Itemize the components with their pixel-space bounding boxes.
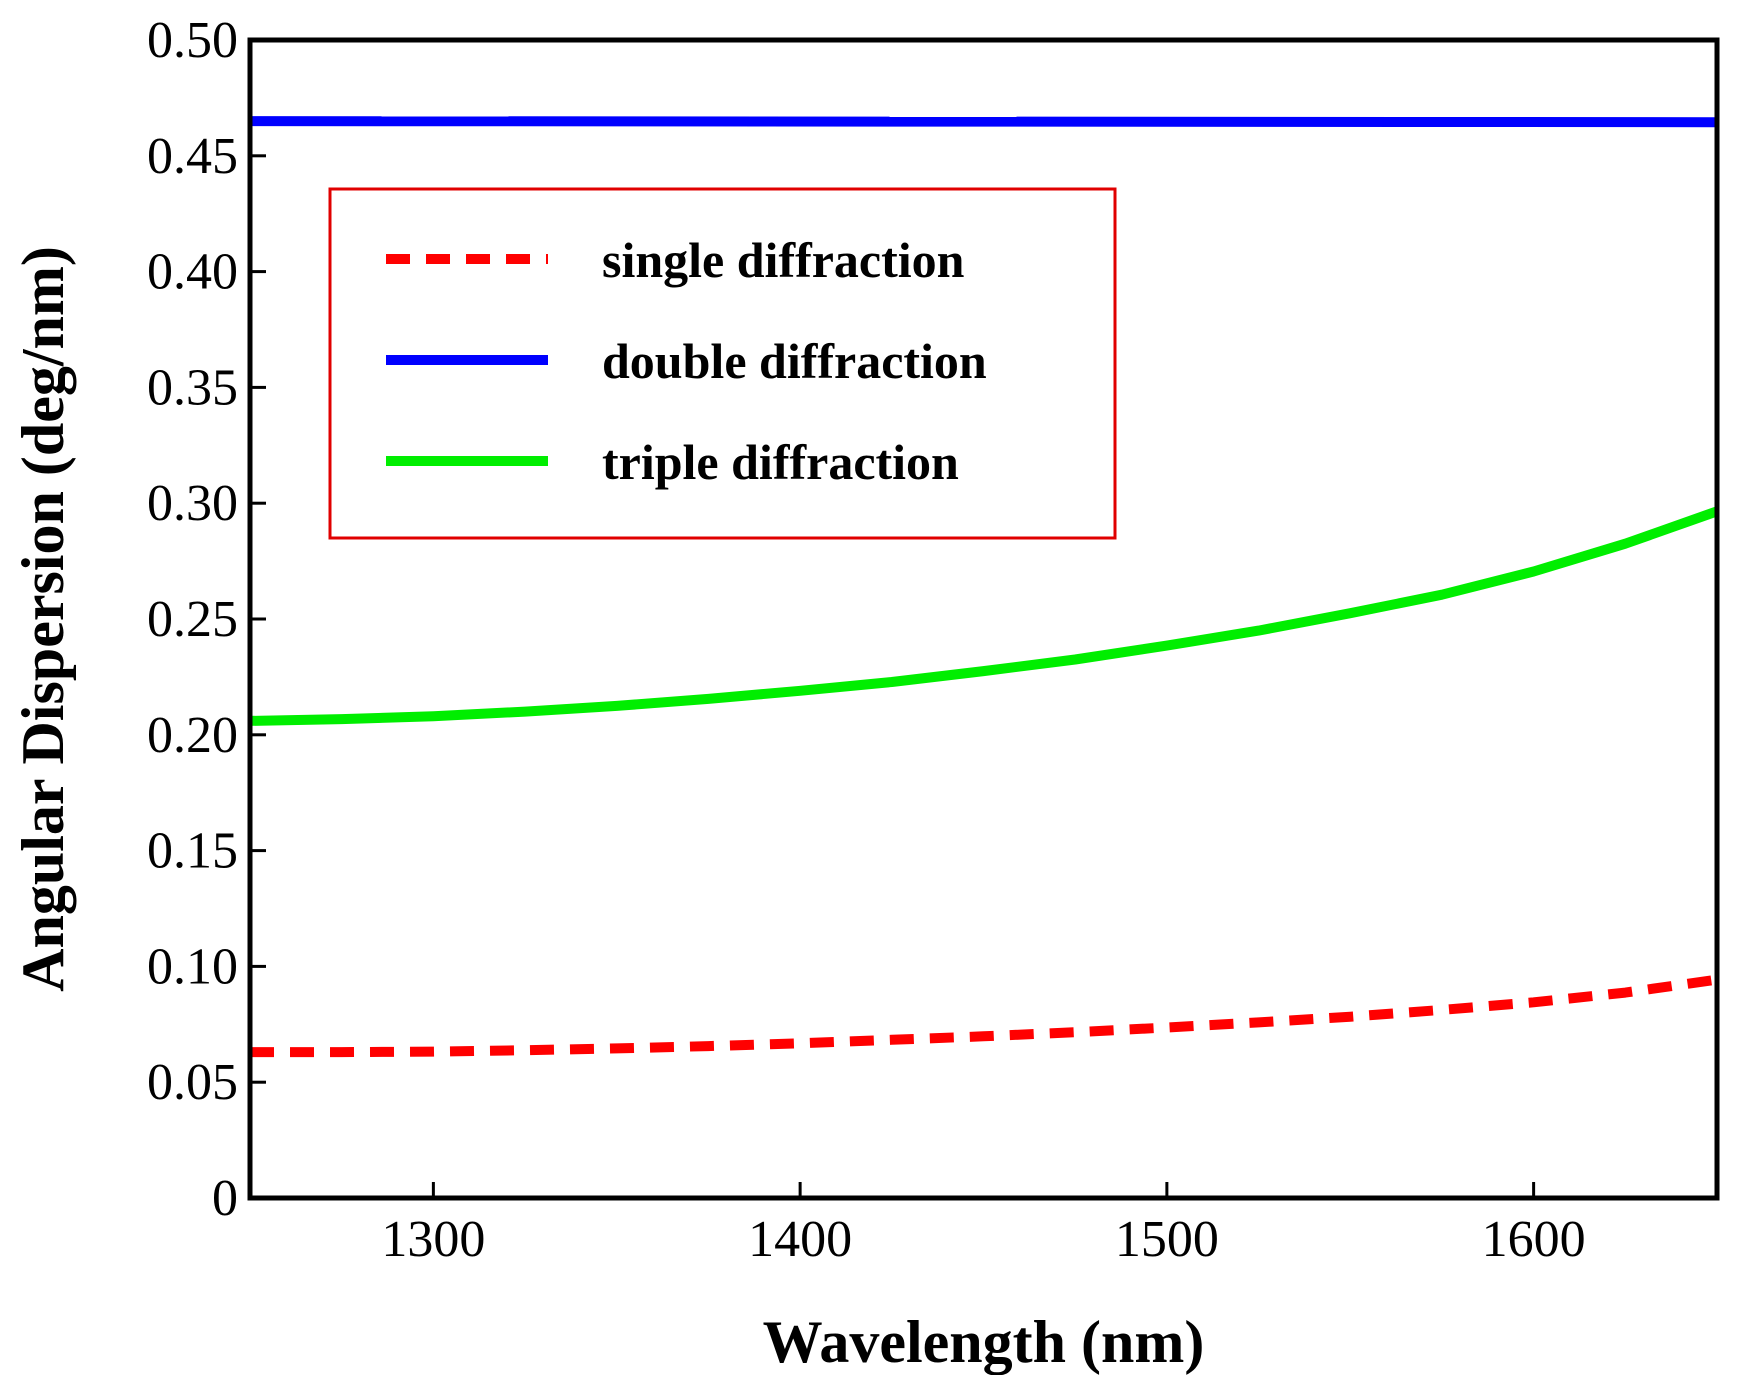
- legend-items: single diffraction double diffraction trip…: [386, 232, 987, 490]
- y-tick-label: 0.20: [147, 707, 238, 764]
- single-diffraction-line: [250, 974, 1717, 1058]
- y-tick-label: 0: [212, 1170, 238, 1227]
- y-tick-label: 0.15: [147, 823, 238, 880]
- y-tick-label: 0.35: [147, 359, 238, 416]
- y-tick-label: 0.30: [147, 475, 238, 532]
- x-tick-label: 1300: [381, 1211, 485, 1268]
- y-tick-label: 0.25: [147, 591, 238, 648]
- y-tick-label: 0.50: [147, 12, 238, 69]
- y-tick-label: 0.45: [147, 128, 238, 185]
- x-tick-label: 1400: [748, 1211, 852, 1268]
- triple-diffraction-line: [250, 506, 1717, 726]
- y-tick-label: 0.10: [147, 938, 238, 995]
- x-tick-label: 1500: [1115, 1211, 1219, 1268]
- x-tick-label: 1600: [1482, 1211, 1586, 1268]
- y-tick-label: 0.40: [147, 244, 238, 301]
- y-tick-label: 0.05: [147, 1054, 238, 1111]
- axis-ticks: 1300 1400 1500 1600 0 0.05 0.10 0.15 0.20 0.25 0.3…: [147, 12, 1586, 1268]
- plot-lines: [250, 116, 1717, 1058]
- legend: single diffraction double diffraction trip…: [328, 187, 1117, 540]
- x-axis-title: Wavelength (nm): [763, 1309, 1205, 1375]
- double-diffraction-legend-label: double diffraction: [602, 333, 987, 389]
- y-axis-title: Angular Dispersion (deg/nm): [10, 246, 76, 992]
- single-diffraction-legend-label: single diffraction: [602, 232, 965, 288]
- double-diffraction-line: [250, 116, 1717, 128]
- triple-diffraction-legend-label: triple diffraction: [602, 434, 959, 490]
